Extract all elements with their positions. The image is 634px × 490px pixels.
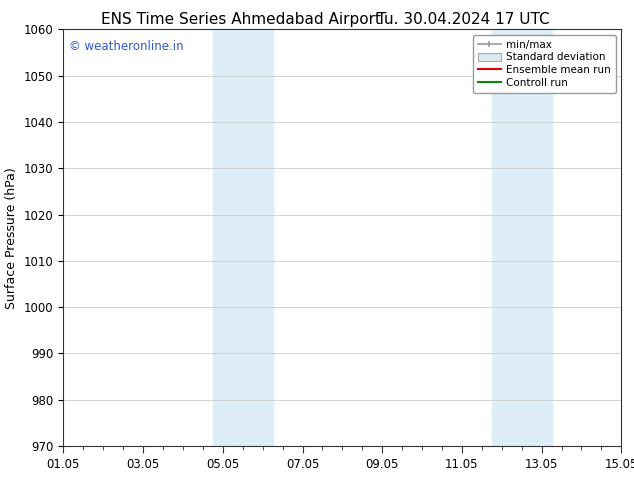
Text: ENS Time Series Ahmedabad Airport: ENS Time Series Ahmedabad Airport — [101, 12, 381, 27]
Bar — [492, 29, 552, 446]
Text: Tu. 30.04.2024 17 UTC: Tu. 30.04.2024 17 UTC — [377, 12, 549, 27]
Legend: min/max, Standard deviation, Ensemble mean run, Controll run: min/max, Standard deviation, Ensemble me… — [473, 35, 616, 93]
Text: © weatheronline.in: © weatheronline.in — [69, 40, 184, 53]
Bar — [213, 29, 273, 446]
Y-axis label: Surface Pressure (hPa): Surface Pressure (hPa) — [5, 167, 18, 309]
